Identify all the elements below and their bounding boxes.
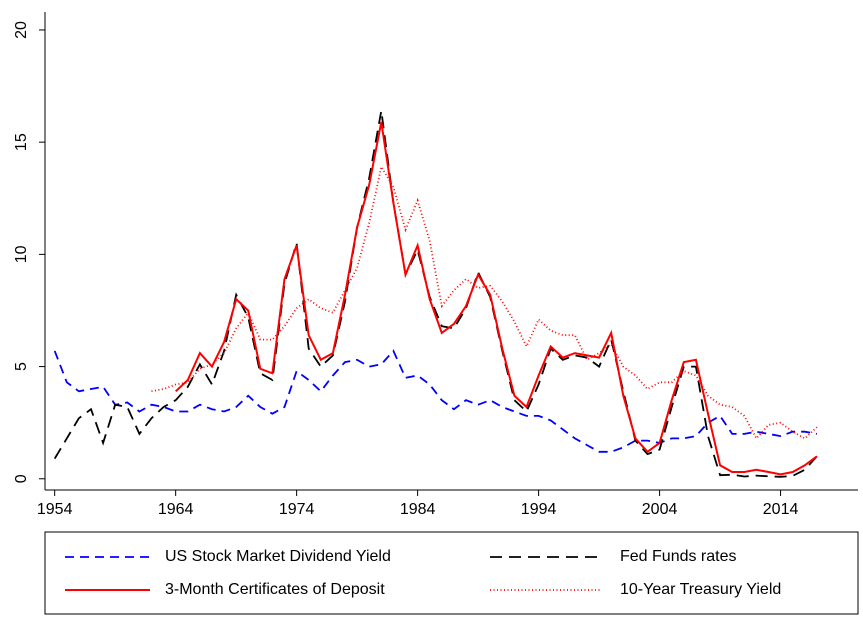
legend-label: 10-Year Treasury Yield [620, 581, 781, 598]
x-tick-label: 2004 [642, 501, 678, 518]
x-tick-label: 1964 [158, 501, 194, 518]
y-tick-label: 10 [13, 245, 30, 263]
legend-label: Fed Funds rates [620, 548, 737, 565]
y-tick-label: 20 [13, 21, 30, 39]
series-line [53, 349, 818, 453]
x-tick-label: 1984 [400, 501, 436, 518]
legend-label: 3-Month Certificates of Deposit [165, 581, 385, 598]
x-tick-label: 1974 [279, 501, 315, 518]
y-tick-label: 0 [13, 474, 30, 483]
y-tick-label: 5 [13, 362, 30, 371]
x-tick-label: 2014 [763, 501, 799, 518]
y-tick-label: 15 [13, 133, 30, 151]
legend-box [44, 531, 859, 615]
legend-label: US Stock Market Dividend Yield [165, 548, 391, 565]
x-tick-label: 1954 [37, 501, 73, 518]
series-line [53, 110, 818, 478]
series-line [151, 164, 818, 440]
x-tick-label: 1994 [521, 501, 557, 518]
series-line [175, 121, 818, 476]
